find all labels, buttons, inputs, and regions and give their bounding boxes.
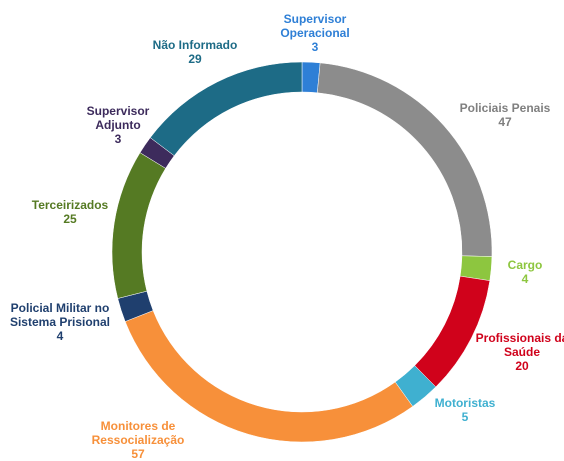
slice-label: Cargo 4 [495, 258, 555, 286]
category-name: Supervisor Adjunto [86, 104, 150, 132]
donut-slice [149, 61, 303, 157]
donut-slice [301, 61, 321, 94]
value-label: 47 [498, 115, 512, 129]
slice-label: Supervisor Operacional 3 [270, 12, 360, 54]
donut-slice [317, 62, 493, 257]
slice-label: Motoristas 5 [420, 396, 510, 424]
value-label: 3 [114, 132, 122, 146]
category-name: Não Informado [152, 38, 238, 52]
category-name: Supervisor Operacional [280, 12, 350, 40]
category-name: Cargo [507, 258, 543, 272]
slice-label: Supervisor Adjunto 3 [83, 104, 153, 146]
value-label: 3 [311, 40, 319, 54]
category-name: Monitores de Ressocialização [91, 419, 185, 447]
slice-label: Monitores de Ressocialização 57 [83, 419, 193, 461]
category-name: Policial Militar no Sistema Prisional [9, 301, 111, 329]
slice-label: Não Informado 29 [135, 38, 255, 66]
value-label: 25 [63, 212, 77, 226]
slice-label: Policial Militar no Sistema Prisional 4 [0, 301, 120, 343]
value-label: 5 [461, 410, 469, 424]
value-label: 57 [131, 447, 145, 461]
slice-label: Policiais Penais 47 [445, 101, 564, 129]
value-label: 4 [521, 272, 529, 286]
value-label: 29 [188, 52, 202, 66]
donut-slice [111, 152, 166, 299]
value-label: 4 [56, 329, 64, 343]
category-name: Terceirizados [31, 198, 109, 212]
slice-label: Profissionais da Saúde 20 [472, 331, 564, 373]
category-name: Profissionais da Saúde [475, 331, 564, 359]
category-name: Policiais Penais [459, 101, 551, 115]
slice-label: Terceirizados 25 [20, 198, 120, 226]
value-label: 20 [515, 359, 529, 373]
category-name: Motoristas [434, 396, 496, 410]
